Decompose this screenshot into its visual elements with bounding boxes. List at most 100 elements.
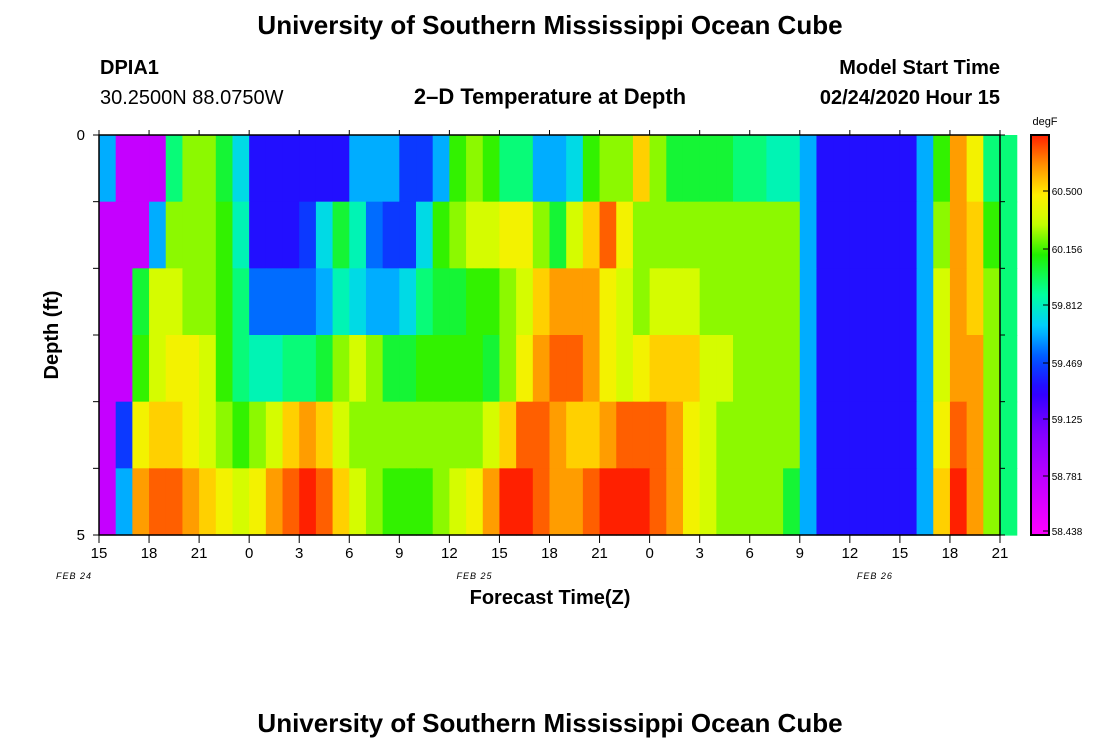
heatmap-cell xyxy=(599,335,617,403)
heatmap-cell xyxy=(165,335,184,403)
heatmap-cell xyxy=(566,468,584,536)
heatmap-cell xyxy=(916,201,934,269)
heatmap-cell xyxy=(165,201,184,269)
heatmap-cell xyxy=(632,335,651,403)
heatmap-cell xyxy=(933,201,951,269)
x-tick-label: 18 xyxy=(541,545,558,562)
heatmap-cell xyxy=(215,401,234,469)
heatmap-cell xyxy=(265,468,284,536)
heatmap-cell xyxy=(816,268,834,336)
heatmap-cell xyxy=(816,335,834,403)
heatmap-cell xyxy=(749,468,768,536)
heatmap-cell xyxy=(249,201,267,269)
heatmap-cell xyxy=(182,201,200,269)
heatmap-cell xyxy=(315,201,334,269)
date-label: FEB 26 xyxy=(857,571,893,581)
heatmap-cell xyxy=(616,201,634,269)
station-id: DPIA1 xyxy=(100,57,159,79)
heatmap-cell xyxy=(199,201,217,269)
heatmap-cell xyxy=(849,268,868,336)
heatmap-cell xyxy=(966,135,984,203)
heatmap-cell xyxy=(99,268,117,336)
colorbar-tick-label: 58.781 xyxy=(1052,472,1083,483)
heatmap-cell xyxy=(215,268,234,336)
heatmap-cell xyxy=(883,135,901,203)
heatmap-cells xyxy=(99,135,1018,536)
heatmap-cell xyxy=(766,401,784,469)
heatmap-cell xyxy=(1000,135,1018,203)
heatmap-cell xyxy=(599,268,617,336)
heatmap-cell xyxy=(482,135,501,203)
heatmap-cell xyxy=(232,335,250,403)
heatmap-cell xyxy=(666,401,684,469)
heatmap-cell xyxy=(499,201,517,269)
heatmap-cell xyxy=(382,201,400,269)
heatmap-cell xyxy=(899,135,918,203)
heatmap-cell xyxy=(566,201,584,269)
heatmap-cell xyxy=(899,468,918,536)
heatmap-cell xyxy=(833,135,851,203)
heatmap-cell xyxy=(966,201,984,269)
heatmap-cell xyxy=(783,268,801,336)
heatmap-cell xyxy=(949,268,968,336)
y-tick-label: 5 xyxy=(77,527,85,544)
colorbar-tick-label: 60.156 xyxy=(1052,245,1083,256)
heatmap-cell xyxy=(682,335,701,403)
heatmap-cell xyxy=(833,468,851,536)
heatmap-cell xyxy=(165,468,184,536)
heatmap-cell xyxy=(315,401,334,469)
heatmap-cell xyxy=(883,201,901,269)
heatmap-cell xyxy=(365,135,384,203)
x-tick-label: 12 xyxy=(441,545,458,562)
heatmap-cell xyxy=(332,401,350,469)
heatmap-cell xyxy=(149,201,167,269)
heatmap-cell xyxy=(766,201,784,269)
heatmap-cell xyxy=(265,401,284,469)
heatmap-cell xyxy=(516,201,534,269)
heatmap-cell xyxy=(549,401,567,469)
heatmap-cell xyxy=(399,468,417,536)
heatmap-cell xyxy=(649,201,667,269)
heatmap-cell xyxy=(749,201,768,269)
heatmap-cell xyxy=(682,135,701,203)
heatmap-cell xyxy=(916,468,934,536)
heatmap-cell xyxy=(149,268,167,336)
heatmap-cell xyxy=(549,135,567,203)
heatmap-cell xyxy=(783,335,801,403)
heatmap-cell xyxy=(849,468,868,536)
heatmap-cell xyxy=(933,468,951,536)
heatmap-cell xyxy=(199,468,217,536)
heatmap-cell xyxy=(783,468,801,536)
heatmap-cell xyxy=(132,135,150,203)
page-title: University of Southern Mississippi Ocean… xyxy=(257,10,843,40)
heatmap-cell xyxy=(833,201,851,269)
heatmap-cell xyxy=(733,268,751,336)
heatmap-cell xyxy=(549,335,567,403)
heatmap-cell xyxy=(783,135,801,203)
heatmap-cell xyxy=(816,201,834,269)
heatmap-cell xyxy=(849,335,868,403)
heatmap-cell xyxy=(482,201,501,269)
heatmap-cell xyxy=(332,135,350,203)
heatmap-cell xyxy=(866,401,884,469)
heatmap-cell xyxy=(716,335,734,403)
colorbar-tick-label: 59.125 xyxy=(1052,415,1083,426)
heatmap-cell xyxy=(516,401,534,469)
heatmap-cell xyxy=(199,401,217,469)
heatmap-cell xyxy=(582,268,601,336)
heatmap-cell xyxy=(449,201,467,269)
heatmap-cell xyxy=(666,135,684,203)
heatmap-cell xyxy=(132,201,150,269)
heatmap-cell xyxy=(499,335,517,403)
heatmap-cell xyxy=(299,335,317,403)
heatmap-cell xyxy=(716,268,734,336)
heatmap-cell xyxy=(632,401,651,469)
x-tick-label: 18 xyxy=(942,545,959,562)
heatmap-cell xyxy=(916,268,934,336)
heatmap-cell xyxy=(966,335,984,403)
heatmap-cell xyxy=(449,268,467,336)
heatmap-cell xyxy=(215,468,234,536)
footer-title: University of Southern Mississippi Ocean… xyxy=(257,708,843,738)
heatmap-cell xyxy=(282,468,300,536)
heatmap-cell xyxy=(182,468,200,536)
